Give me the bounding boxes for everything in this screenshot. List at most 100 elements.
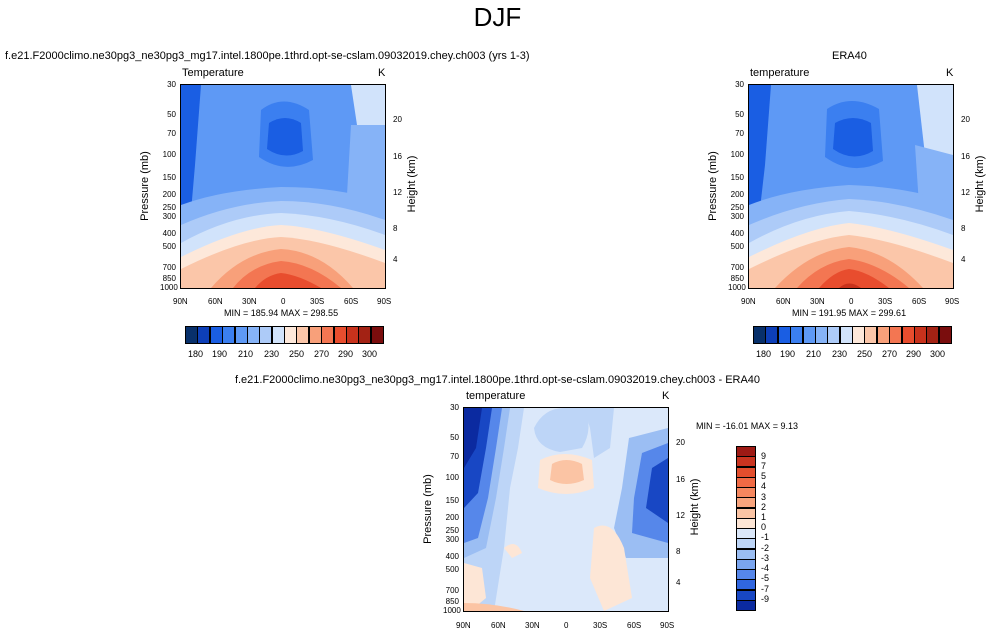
colorbar-swatch xyxy=(814,326,828,344)
h-tick: 20 xyxy=(393,115,402,124)
p-tick: 250 xyxy=(162,203,176,212)
colorbar-swatch xyxy=(753,326,766,344)
p-tick: 100 xyxy=(445,473,459,482)
panel-obs-plot xyxy=(748,84,954,289)
colorbar-swatch xyxy=(308,326,322,344)
p-tick: 850 xyxy=(445,597,459,606)
lat-tick: 0 xyxy=(849,297,854,306)
colorbar-swatch xyxy=(259,326,273,344)
colorbar-swatch xyxy=(852,326,865,344)
p-tick: 50 xyxy=(167,110,176,119)
p-tick: 500 xyxy=(730,242,744,251)
panel-diff-ylabel: Pressure (mb) xyxy=(422,474,434,544)
lat-tick: 0 xyxy=(564,621,569,630)
lat-tick: 60S xyxy=(912,297,927,306)
panel-model-ylabel-right: Height (km) xyxy=(406,155,418,213)
panel-obs-variable: temperature xyxy=(750,67,810,79)
lat-tick: 90N xyxy=(741,297,756,306)
colorbar-label: 210 xyxy=(806,349,822,359)
panel-obs-ylabel: Pressure (mb) xyxy=(707,151,719,221)
h-tick: 4 xyxy=(393,255,398,264)
lat-tick: 0 xyxy=(281,297,286,306)
colorbar-swatch xyxy=(333,326,347,344)
colorbar-diff-label: -2 xyxy=(761,543,770,553)
h-tick: 16 xyxy=(961,152,970,161)
p-tick: 100 xyxy=(162,150,176,159)
panel-diff-ylabel-right: Height (km) xyxy=(689,478,701,536)
p-tick: 250 xyxy=(730,203,744,212)
colorbar-swatch xyxy=(913,326,927,344)
colorbar-swatch xyxy=(938,326,952,344)
colorbar-label: 180 xyxy=(756,349,772,359)
p-tick: 200 xyxy=(445,513,459,522)
h-tick: 8 xyxy=(961,224,966,233)
p-tick: 30 xyxy=(450,403,459,412)
colorbar-swatch xyxy=(736,599,756,611)
p-tick: 700 xyxy=(730,263,744,272)
colorbar-label: 290 xyxy=(906,349,922,359)
p-tick: 30 xyxy=(735,80,744,89)
panel-obs-stats: MIN = 191.95 MAX = 299.61 xyxy=(792,308,907,318)
h-tick: 4 xyxy=(961,255,966,264)
colorbar-label: 180 xyxy=(188,349,204,359)
p-tick: 1000 xyxy=(443,606,461,615)
p-tick: 70 xyxy=(735,129,744,138)
colorbar-swatch xyxy=(876,326,890,344)
h-tick: 8 xyxy=(393,224,398,233)
lat-tick: 90S xyxy=(377,297,392,306)
lat-tick: 30N xyxy=(525,621,540,630)
colorbar-diff xyxy=(736,446,756,611)
lat-tick: 30N xyxy=(810,297,825,306)
colorbar-label: 300 xyxy=(362,349,378,359)
colorbar-label: 230 xyxy=(832,349,848,359)
colorbar-swatch xyxy=(901,326,915,344)
lat-tick: 30S xyxy=(878,297,893,306)
p-tick: 50 xyxy=(450,433,459,442)
panel-diff-units: K xyxy=(662,390,670,402)
colorbar-swatch xyxy=(345,326,359,344)
lat-tick: 30N xyxy=(242,297,257,306)
p-tick: 850 xyxy=(730,274,744,283)
colorbar-label: 230 xyxy=(264,349,280,359)
p-tick: 400 xyxy=(162,229,176,238)
colorbar-swatch xyxy=(222,326,236,344)
colorbar-label: 290 xyxy=(338,349,354,359)
panel-diff-plot xyxy=(463,407,669,612)
p-tick: 850 xyxy=(162,274,176,283)
colorbar-obs xyxy=(753,326,952,344)
colorbar-swatch xyxy=(321,326,335,344)
colorbar-model xyxy=(185,326,384,344)
colorbar-diff-label: -9 xyxy=(761,594,770,604)
h-tick: 8 xyxy=(676,547,681,556)
panel-diff-title: f.e21.F2000climo.ne30pg3_ne30pg3_mg17.in… xyxy=(234,374,761,386)
colorbar-diff-label: 5 xyxy=(761,471,767,481)
lat-tick: 60N xyxy=(208,297,223,306)
lat-tick: 60N xyxy=(491,621,506,630)
panel-diff-stats: MIN = -16.01 MAX = 9.13 xyxy=(696,421,799,431)
p-tick: 200 xyxy=(162,190,176,199)
p-tick: 300 xyxy=(445,535,459,544)
panel-model-ylabel: Pressure (mb) xyxy=(139,151,151,221)
colorbar-swatch xyxy=(827,326,841,344)
p-tick: 1000 xyxy=(160,283,178,292)
colorbar-swatch xyxy=(209,326,223,344)
lat-tick: 30S xyxy=(310,297,325,306)
colorbar-diff-label: 3 xyxy=(761,492,767,502)
colorbar-label: 270 xyxy=(882,349,898,359)
colorbar-swatch xyxy=(358,326,372,344)
colorbar-swatch xyxy=(185,326,198,344)
colorbar-swatch xyxy=(802,326,816,344)
p-tick: 500 xyxy=(162,242,176,251)
colorbar-swatch xyxy=(246,326,260,344)
h-tick: 4 xyxy=(676,578,681,587)
p-tick: 300 xyxy=(730,212,744,221)
panel-model-units: K xyxy=(378,67,386,79)
colorbar-diff-label: 0 xyxy=(761,522,767,532)
lat-tick: 60N xyxy=(776,297,791,306)
colorbar-diff-label: -5 xyxy=(761,573,770,583)
colorbar-swatch xyxy=(197,326,211,344)
p-tick: 250 xyxy=(445,526,459,535)
panel-diff-variable: temperature xyxy=(466,390,526,402)
colorbar-diff-label: -7 xyxy=(761,584,770,594)
colorbar-diff-label: -3 xyxy=(761,553,770,563)
